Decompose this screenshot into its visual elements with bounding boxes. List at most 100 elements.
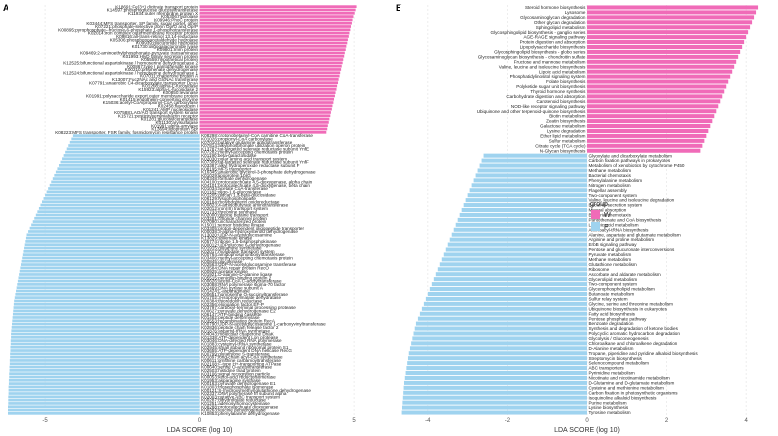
bar-w bbox=[586, 40, 745, 45]
bar-label: Glyoxylate and dicarboxylate metabolism bbox=[588, 153, 672, 158]
bar-label: K01415:endothelin-converting enzyme bbox=[120, 97, 199, 102]
bar-f bbox=[461, 207, 587, 213]
bar-label: K01730:oligogalacturonide lyase bbox=[132, 44, 199, 49]
bar-label: K00799:glutathione S-transferase bbox=[201, 351, 270, 356]
bar-w bbox=[586, 84, 727, 89]
bar-f bbox=[72, 134, 200, 137]
bar-label: K00012:UDPglucose 6-dehydrogenase bbox=[201, 242, 281, 247]
bar-label: Nitrogen metabolism bbox=[588, 183, 630, 188]
bar-w bbox=[586, 44, 743, 50]
bar-f bbox=[20, 266, 200, 270]
bar-label: Lysine degradation bbox=[547, 129, 586, 134]
bar-f bbox=[19, 269, 200, 273]
bar-label: Benzoate degradation bbox=[588, 321, 633, 326]
bar-f bbox=[10, 339, 200, 342]
bar-w bbox=[199, 68, 342, 71]
bar-label: Sphingolipid metabolism bbox=[536, 25, 586, 30]
bar-label: D-Alanine metabolism bbox=[588, 346, 633, 351]
bar-f bbox=[10, 355, 200, 359]
bar-label: K06147:ATP-binding cassette bbox=[201, 312, 262, 317]
bar-f bbox=[10, 349, 200, 352]
bar-label: K15721:pesticin/yersiniabactin receptor bbox=[118, 113, 199, 118]
legend-swatch-f bbox=[591, 222, 600, 231]
bar-label: K01338:ATP-dependent Lon protease bbox=[201, 335, 278, 340]
bar-label: K07791:anaerobic C4-dicarboxylate transp… bbox=[89, 80, 199, 85]
bar-w bbox=[199, 25, 352, 28]
bar-label: K03046:DNA-directed RNA polymerase bbox=[201, 338, 282, 343]
bar-f bbox=[405, 370, 587, 376]
bar-label: Bacterial chemotaxis bbox=[588, 173, 631, 178]
bar-f bbox=[21, 259, 200, 263]
bar-label: K00038:3-alpha-hydroxysteroid dehydrogen… bbox=[201, 229, 298, 234]
bar-label: Carbohydrate digestion and absorption bbox=[506, 94, 586, 99]
bar-label: K02014:iron complex outermembrane recept… bbox=[88, 31, 199, 36]
bar-f bbox=[9, 375, 200, 379]
x-axis-title: LDA SCORE (log 10) bbox=[167, 427, 233, 434]
bar-label: NOD-like receptor signaling pathway bbox=[511, 104, 586, 109]
bar-w bbox=[586, 133, 707, 138]
bar-f bbox=[9, 359, 200, 362]
bar-label: Pentose phosphate pathway bbox=[588, 316, 647, 321]
bar-label: K07309:tat-targeted selenate reductase s… bbox=[201, 160, 309, 165]
bar-label: K03281:chloride channel protein bbox=[201, 216, 267, 221]
bar-f bbox=[32, 220, 200, 223]
bar-f bbox=[69, 140, 200, 144]
bar-w bbox=[199, 48, 346, 51]
bar-label: K05559:hypothetical protein bbox=[141, 57, 198, 62]
bar-f bbox=[401, 410, 587, 415]
bar-label: Isoquinoline alkaloid biosynthesis bbox=[588, 395, 657, 400]
bar-f bbox=[473, 178, 587, 183]
x-tick-label: 0 bbox=[585, 418, 589, 424]
bar-w bbox=[586, 138, 705, 143]
bar-label: K01803:triosephosphate isomerase bbox=[201, 384, 274, 389]
bar-label: K08195:MFS transporter bbox=[201, 166, 252, 171]
bar-label: Phenylalanine metabolism bbox=[588, 178, 642, 183]
bar-label: Methane metabolism bbox=[588, 168, 631, 173]
bar-w bbox=[586, 69, 733, 74]
bar-f bbox=[429, 287, 587, 292]
x-tick-label: -5 bbox=[42, 418, 48, 424]
bar-w bbox=[199, 101, 334, 104]
bar-f bbox=[60, 160, 200, 164]
bar-f bbox=[34, 216, 200, 220]
bar-f bbox=[402, 395, 587, 400]
bar-label: Carotenoid biosynthesis bbox=[536, 99, 586, 104]
bar-f bbox=[419, 311, 587, 316]
bar-label: K07011:chaperone protein A bbox=[140, 74, 199, 79]
bar-label: D-Glutamine and D-glutamate metabolism bbox=[588, 380, 674, 385]
bar-f bbox=[65, 150, 200, 154]
bar-label: K15011:sensor histidine kinase bbox=[201, 222, 265, 227]
bar-w bbox=[199, 84, 338, 88]
bar-w bbox=[586, 49, 741, 54]
bar-f bbox=[403, 385, 587, 390]
bar-f bbox=[414, 326, 587, 331]
bar-f bbox=[37, 210, 200, 214]
panel-letter-b: B bbox=[396, 3, 403, 13]
bar-label: Pyruvate metabolism bbox=[588, 252, 631, 257]
bar-label: K07282:methyl-accepting chemotaxis prote… bbox=[201, 150, 293, 155]
bar-label: Zeatin biosynthesis bbox=[546, 119, 586, 124]
bar-label: K07814:alkylphosphonate utilization oper… bbox=[201, 143, 306, 148]
bar-label: K13007:Fuc2NAc and GlcNAc transferase bbox=[112, 77, 198, 82]
bar-f bbox=[57, 167, 200, 171]
bar-label: K03387:alkyl hydroperoxide reductase sub… bbox=[201, 163, 300, 168]
bar-label: K02458:flavodoxin I bbox=[158, 103, 198, 108]
bar-f bbox=[9, 365, 200, 369]
bar-f bbox=[481, 158, 587, 163]
bar-w bbox=[199, 121, 329, 124]
bar-label: K03106:signal recognition particle bbox=[201, 371, 270, 376]
bar-label: K16345:anaerobic glycerol-3-phosphate de… bbox=[201, 170, 316, 175]
bar-f bbox=[449, 237, 587, 242]
bar-w bbox=[199, 5, 357, 9]
bar-w bbox=[199, 41, 348, 45]
bar-f bbox=[12, 319, 200, 323]
bar-label: Alanine, aspartate and glutamate metabol… bbox=[588, 232, 680, 237]
bar-label: Ubiquinone biosynthesis in eukaryotes bbox=[588, 306, 667, 311]
bar-f bbox=[31, 223, 200, 227]
bar-f bbox=[29, 226, 200, 230]
bar-w bbox=[586, 123, 711, 129]
bar-label: Aminoacyl-tRNA biosynthesis bbox=[588, 227, 649, 232]
bar-label: K15923:alpha-L-fucosidase 2 bbox=[138, 87, 198, 92]
bar-label: Glycolysis / Gluconeogenesis bbox=[588, 336, 649, 341]
bar-f bbox=[413, 331, 587, 336]
